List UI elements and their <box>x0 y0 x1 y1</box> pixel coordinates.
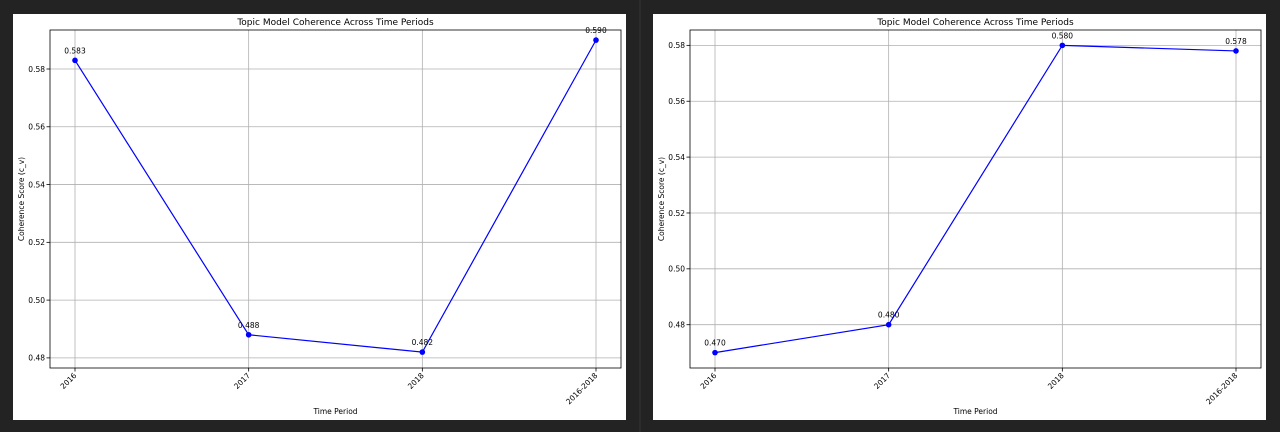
data-label: 0.482 <box>412 338 434 347</box>
y-tick-label: 0.52 <box>668 209 685 218</box>
data-label: 0.583 <box>64 46 86 55</box>
x-tick-label: 2018 <box>406 371 426 391</box>
y-axis-label: Coherence Score (c_v) <box>657 157 666 241</box>
data-point <box>885 321 892 328</box>
series-line <box>74 39 597 353</box>
data-point <box>712 349 718 356</box>
data-point <box>1233 48 1239 54</box>
y-tick-label: 0.58 <box>668 41 685 50</box>
x-axis-label: Time Period <box>952 407 997 416</box>
x-tick-label: 2018 <box>1046 371 1066 391</box>
data-label: 0.470 <box>704 339 726 348</box>
data-point <box>593 37 599 43</box>
chart-title: Topic Model Coherence Across Time Period… <box>236 18 434 28</box>
chart-title: Topic Model Coherence Across Time Period… <box>876 18 1074 28</box>
coherence-chart-left: Topic Model Coherence Across Time Period… <box>17 18 622 416</box>
x-tick-label: 2016 <box>699 371 719 391</box>
data-point <box>245 331 252 338</box>
x-tick-label: 2017 <box>872 371 892 391</box>
data-point <box>1059 42 1066 49</box>
y-tick-label: 0.50 <box>668 265 685 274</box>
data-label: 0.580 <box>1052 31 1074 40</box>
y-tick-label: 0.58 <box>28 65 45 74</box>
y-tick-label: 0.48 <box>28 354 45 363</box>
plot-frame <box>49 29 622 369</box>
x-tick-label: 2017 <box>232 371 252 391</box>
y-tick-label: 0.54 <box>668 153 685 162</box>
coherence-chart-right: Topic Model Coherence Across Time Period… <box>657 18 1262 416</box>
y-tick-label: 0.52 <box>28 238 45 247</box>
data-point <box>419 349 426 355</box>
y-tick-label: 0.48 <box>668 321 685 330</box>
plot-frame <box>689 29 1262 369</box>
x-tick-label: 2016 <box>59 371 79 391</box>
data-point <box>72 57 78 64</box>
y-tick-label: 0.56 <box>28 123 45 132</box>
series-line <box>714 44 1237 354</box>
y-tick-label: 0.50 <box>28 296 45 305</box>
window-divider <box>639 0 641 432</box>
y-axis-label: Coherence Score (c_v) <box>17 157 26 241</box>
y-tick-label: 0.56 <box>668 97 685 106</box>
y-tick-label: 0.54 <box>28 180 45 189</box>
data-label: 0.578 <box>1225 37 1247 46</box>
chart-panel-left: Topic Model Coherence Across Time Period… <box>13 14 626 420</box>
chart-panel-right: Topic Model Coherence Across Time Period… <box>653 14 1266 420</box>
data-label: 0.590 <box>585 26 607 35</box>
x-tick-label: 2016-2018 <box>564 371 599 406</box>
x-axis-label: Time Period <box>312 407 357 416</box>
data-label: 0.480 <box>878 311 900 320</box>
data-label: 0.488 <box>238 321 260 330</box>
x-tick-label: 2016-2018 <box>1204 371 1239 406</box>
